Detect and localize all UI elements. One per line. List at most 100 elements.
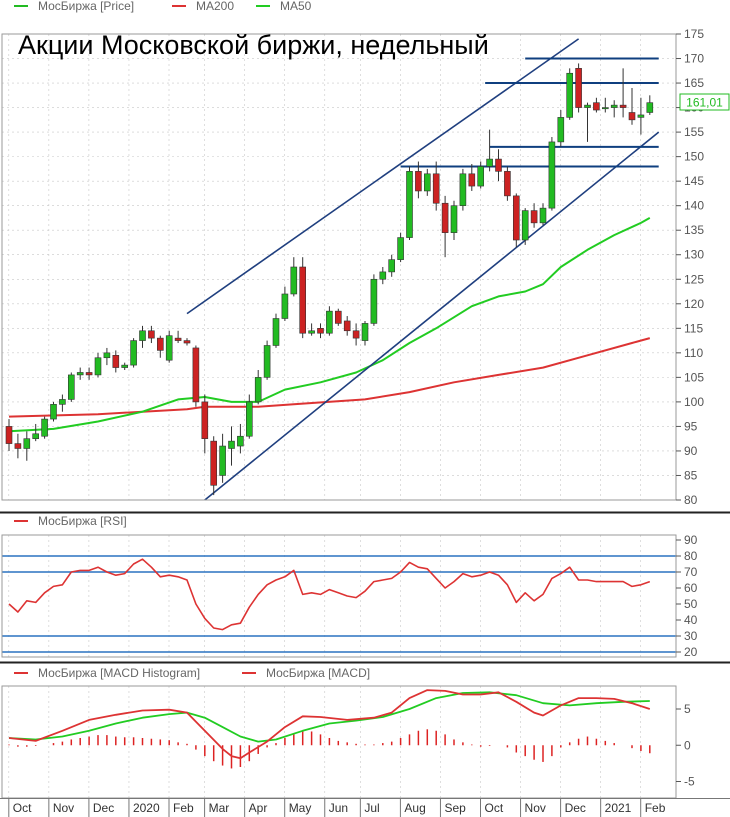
price-ytick-label: 105 xyxy=(684,370,704,384)
candle-up xyxy=(23,438,31,449)
candle-up xyxy=(130,340,137,366)
candle-up xyxy=(566,72,574,118)
candle-down xyxy=(575,68,582,108)
x-axis-label: Oct xyxy=(485,801,504,815)
candle-up xyxy=(637,114,645,118)
candle-up xyxy=(361,323,369,341)
candle-up xyxy=(94,357,102,376)
candle-down xyxy=(334,310,342,324)
macd-ytick-label: 5 xyxy=(684,702,691,716)
candle-up xyxy=(237,435,244,447)
macd-ytick-label: 0 xyxy=(684,738,691,752)
candle-down xyxy=(157,337,164,351)
candle-down xyxy=(504,171,511,197)
candle-down xyxy=(441,202,449,233)
price-ytick-label: 155 xyxy=(684,125,704,139)
x-axis-label: 2020 xyxy=(133,801,160,815)
chart-title: Акции Московской биржи, недельный xyxy=(18,30,489,60)
price-ytick-label: 115 xyxy=(684,321,703,335)
price-ytick-label: 175 xyxy=(684,27,704,41)
candle-down xyxy=(619,104,627,108)
x-axis-label: Apr xyxy=(249,801,268,815)
candle-down xyxy=(432,173,440,204)
candle-up xyxy=(272,318,280,346)
legend-macd: МосБиржа [MACD] xyxy=(266,666,370,680)
price-ytick-label: 110 xyxy=(684,346,703,360)
candle-up xyxy=(68,374,75,400)
candle-up xyxy=(165,335,173,361)
candle-up xyxy=(59,399,66,405)
legend-price: МосБиржа [Price] xyxy=(38,0,134,13)
trendline-channel-upper xyxy=(186,38,580,315)
macd-line xyxy=(8,689,651,760)
legend-rsi: МосБиржа [RSI] xyxy=(38,514,127,528)
rsi-ytick-label: 80 xyxy=(684,549,698,563)
legend-ma50: MA50 xyxy=(280,0,312,13)
ma200-line xyxy=(8,337,651,418)
candle-down xyxy=(299,266,307,334)
candle-up xyxy=(76,372,84,376)
rsi-ytick-label: 50 xyxy=(684,597,698,611)
last-price-label: 161,01 xyxy=(686,96,723,110)
rsi-plot-frame xyxy=(1,534,677,658)
rsi-ytick-label: 30 xyxy=(684,629,698,643)
overlay-lines-layer xyxy=(2,38,676,769)
candle-up xyxy=(290,266,298,295)
candle-down xyxy=(5,426,13,444)
candle-down xyxy=(174,337,182,341)
price-ytick-label: 135 xyxy=(684,223,704,237)
candle-up xyxy=(228,440,235,449)
candle-up xyxy=(521,210,529,241)
candle-up xyxy=(450,205,458,233)
rsi-line xyxy=(8,558,651,631)
macd-legend: МосБиржа [MACD Histogram] МосБиржа [MACD… xyxy=(14,666,370,680)
price-ytick-label: 170 xyxy=(684,52,704,66)
candle-up xyxy=(41,418,48,437)
price-ytick-label: 120 xyxy=(684,297,704,311)
candle-down xyxy=(201,401,209,439)
legend-ma200: MA200 xyxy=(196,0,234,13)
price-ytick-label: 125 xyxy=(684,272,704,286)
price-ytick-label: 85 xyxy=(684,468,698,482)
price-ytick-label: 150 xyxy=(684,150,704,164)
x-axis-label: 2021 xyxy=(605,801,632,815)
price-ytick-label: 100 xyxy=(684,395,704,409)
rsi-legend: МосБиржа [RSI] xyxy=(14,514,127,528)
candle-up xyxy=(121,364,128,368)
candle-up xyxy=(557,117,565,143)
x-axis-label: Dec xyxy=(565,801,586,815)
x-axis-label: May xyxy=(289,801,312,815)
candle-up xyxy=(103,352,111,359)
candle-up xyxy=(388,259,396,273)
candle-up xyxy=(32,433,40,439)
candle-up xyxy=(584,104,591,108)
price-legend: МосБиржа [Price] MA200 MA50 xyxy=(14,0,312,13)
price-ytick-label: 95 xyxy=(684,419,698,433)
candle-down xyxy=(343,320,351,332)
candle-down xyxy=(317,328,324,334)
x-axis-label: Aug xyxy=(404,801,425,815)
candles-layer xyxy=(5,63,654,496)
price-ytick-label: 90 xyxy=(684,444,698,458)
candle-down xyxy=(148,330,155,339)
x-axis-label: Oct xyxy=(13,801,32,815)
candle-down xyxy=(210,440,217,486)
candle-down xyxy=(183,340,191,344)
candle-down xyxy=(495,158,502,172)
x-axis-label: Jul xyxy=(364,801,379,815)
candle-up xyxy=(139,330,146,341)
candle-up xyxy=(610,104,618,108)
ma50-line xyxy=(8,217,651,433)
candle-up xyxy=(246,401,253,437)
trendline-channel-lower xyxy=(204,131,660,501)
axes-layer: 80 85 90 95 100 105 110 115 120 125 130 135 140 145 15… xyxy=(0,27,730,817)
x-axis-label: Mar xyxy=(209,801,230,815)
price-ytick-label: 130 xyxy=(684,248,704,262)
candle-down xyxy=(14,443,22,449)
candle-down xyxy=(192,347,200,403)
candle-up xyxy=(308,330,315,334)
candle-up xyxy=(219,445,226,476)
candle-up xyxy=(281,293,289,319)
